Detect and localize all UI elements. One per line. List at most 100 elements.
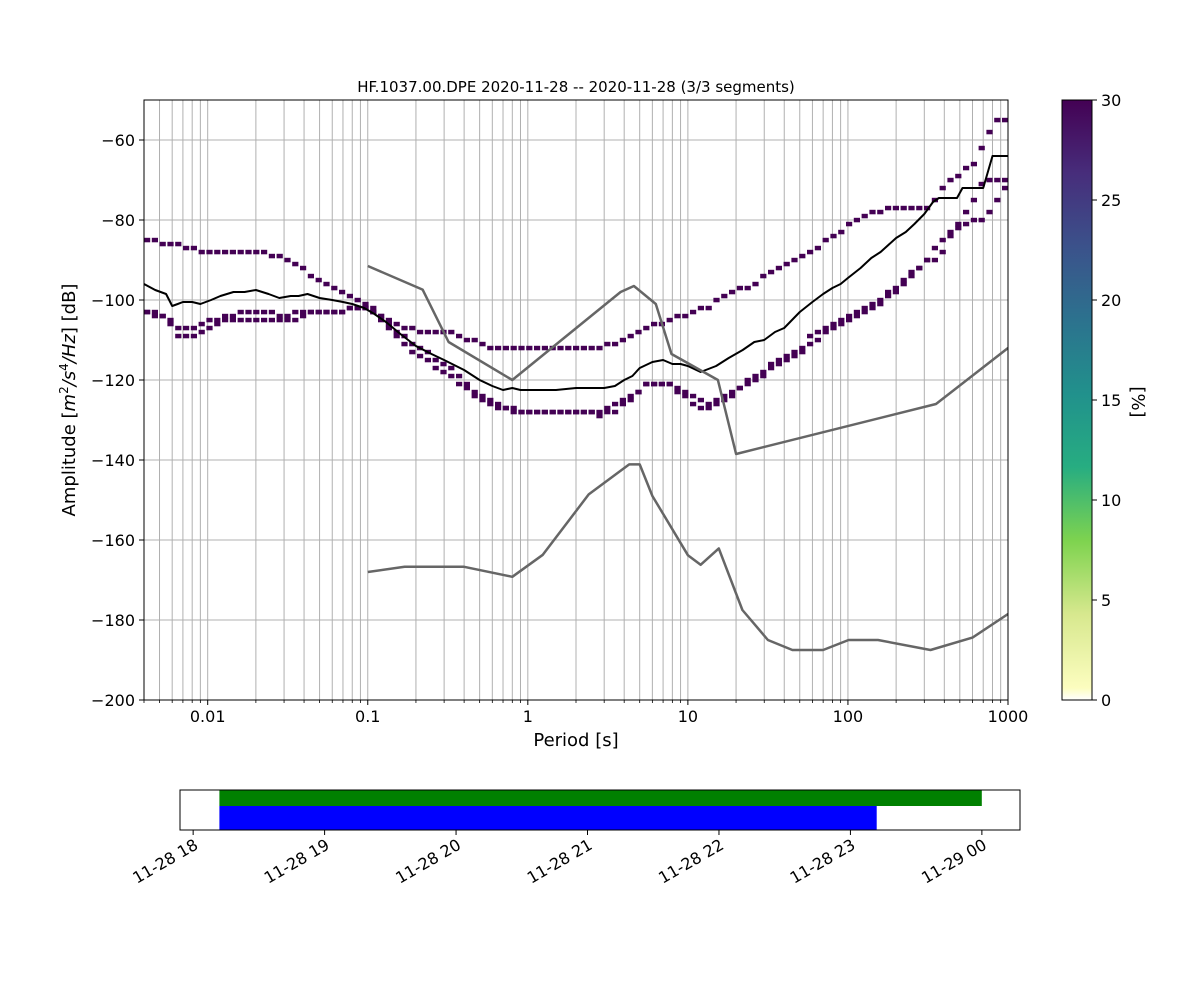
mean-line — [144, 155, 1008, 391]
ppsd-cell-middle — [697, 397, 704, 403]
ppsd-cell-upper — [869, 209, 876, 215]
ppsd-cell-middle — [682, 389, 689, 395]
ppsd-cell-middle — [752, 373, 759, 379]
ppsd-cell-lower — [619, 401, 626, 407]
x-tick-label: 1 — [523, 707, 533, 726]
ppsd-cell-upper — [775, 265, 782, 271]
ppsd-cell-upper — [518, 345, 525, 351]
ppsd-cell-upper — [791, 257, 798, 263]
ppsd-cell-lower — [807, 341, 814, 347]
ppsd-cell-upper — [947, 177, 954, 183]
ppsd-cell-lower — [885, 293, 892, 299]
ppsd-cell-middle — [471, 389, 478, 395]
ppsd-cell-lower — [768, 365, 775, 371]
x-tick-label: 100 — [833, 707, 864, 726]
y-label-unit-hz: /Hz — [59, 334, 80, 366]
ppsd-cell-lower — [565, 409, 572, 415]
colorbar-tick-label: 0 — [1101, 691, 1111, 710]
ppsd-cell-middle — [838, 317, 845, 323]
ppsd-cell-lower — [159, 313, 166, 319]
ppsd-cell-lower — [206, 325, 213, 331]
ppsd-cell-middle — [276, 313, 283, 319]
ppsd-cell-lower — [417, 353, 424, 359]
ppsd-cell-middle — [978, 217, 985, 223]
ppsd-cell-upper — [627, 333, 634, 339]
ppsd-cell-lower — [822, 329, 829, 335]
ppsd-cell-upper — [292, 261, 299, 267]
ppsd-cell-upper — [362, 301, 369, 307]
ppsd-cell-upper — [939, 185, 946, 191]
ppsd-cell-middle — [183, 325, 190, 331]
ppsd-cell-lower — [424, 357, 431, 363]
ppsd-cell-lower — [292, 317, 299, 323]
ppsd-cell-upper — [565, 345, 572, 351]
ppsd-cell-middle — [869, 301, 876, 307]
ppsd-cell-upper — [393, 321, 400, 327]
ppsd-cell-upper — [814, 245, 821, 251]
ppsd-cell-lower — [401, 341, 408, 347]
ppsd-cell-middle — [229, 313, 236, 319]
ppsd-cell-lower — [713, 401, 720, 407]
ppsd-cell-middle — [261, 309, 268, 315]
ppsd-cell-lower — [526, 409, 533, 415]
ppsd-cell-lower — [760, 373, 767, 379]
ppsd-cell-upper — [222, 249, 229, 255]
ppsd-cell-lower — [261, 317, 268, 323]
ppsd-cell-upper — [744, 285, 751, 291]
ppsd-cell-upper — [713, 297, 720, 303]
ppsd-cell-upper — [159, 241, 166, 247]
ppsd-cell-lower — [838, 321, 845, 327]
ppsd-cell-upper — [830, 233, 837, 239]
ppsd-cell-middle — [510, 405, 517, 411]
ppsd-cell-lower — [409, 349, 416, 355]
colorbar-label: [%] — [1127, 386, 1148, 417]
ppsd-cell-lower — [393, 333, 400, 339]
ppsd-cell-upper — [502, 345, 509, 351]
ppsd-cell-upper — [705, 305, 712, 311]
ppsd-cell-lower — [229, 317, 236, 323]
colorbar-tick-label: 20 — [1101, 291, 1121, 310]
ppsd-cell-lower — [994, 177, 1001, 183]
ppsd-cell-lower — [346, 305, 353, 311]
ppsd-cell-lower — [284, 317, 291, 323]
ppsd-cell-upper — [557, 345, 564, 351]
ppsd-cell-lower — [783, 357, 790, 363]
ppsd-cell-upper — [955, 173, 962, 179]
ppsd-cell-lower — [674, 389, 681, 395]
ppsd-cell-upper — [534, 345, 541, 351]
ppsd-cell-middle — [690, 393, 697, 399]
ppsd-cell-lower — [635, 389, 642, 395]
ppsd-cell-upper — [401, 325, 408, 331]
x-tick-label: 0.1 — [355, 707, 380, 726]
ppsd-cell-lower — [222, 317, 229, 323]
ppsd-cell-upper — [479, 341, 486, 347]
coverage-bar-blue — [219, 806, 877, 830]
ppsd-cell-middle — [214, 317, 221, 323]
ppsd-cell-upper — [838, 229, 845, 235]
ppsd-cell-upper — [448, 329, 455, 335]
ppsd-cell-upper — [417, 329, 424, 335]
ppsd-cell-upper — [370, 305, 377, 311]
ppsd-cell-middle — [268, 309, 275, 315]
ppsd-cell-lower — [682, 393, 689, 399]
y-tick-label: −60 — [101, 131, 135, 150]
coverage-bars — [219, 790, 982, 830]
y-label-prefix: Amplitude [ — [59, 411, 80, 516]
ppsd-cell-lower — [596, 413, 603, 419]
ppsd-cell-lower — [245, 317, 252, 323]
ppsd-cell-middle — [807, 333, 814, 339]
ppsd-cell-middle — [955, 225, 962, 231]
ppsd-cell-middle — [791, 349, 798, 355]
ppsd-cell-upper — [346, 293, 353, 299]
ppsd-cell-middle — [986, 209, 993, 215]
colorbar-tick-label: 5 — [1101, 591, 1111, 610]
ppsd-cell-lower — [339, 309, 346, 315]
ppsd-cell-upper — [674, 313, 681, 319]
ppsd-cell-middle — [245, 309, 252, 315]
ppsd-cell-middle — [760, 369, 767, 375]
ppsd-cell-upper — [151, 237, 158, 243]
ppsd-cell-lower — [268, 317, 275, 323]
ppsd-cell-upper — [596, 345, 603, 351]
ppsd-cell-upper — [206, 249, 213, 255]
